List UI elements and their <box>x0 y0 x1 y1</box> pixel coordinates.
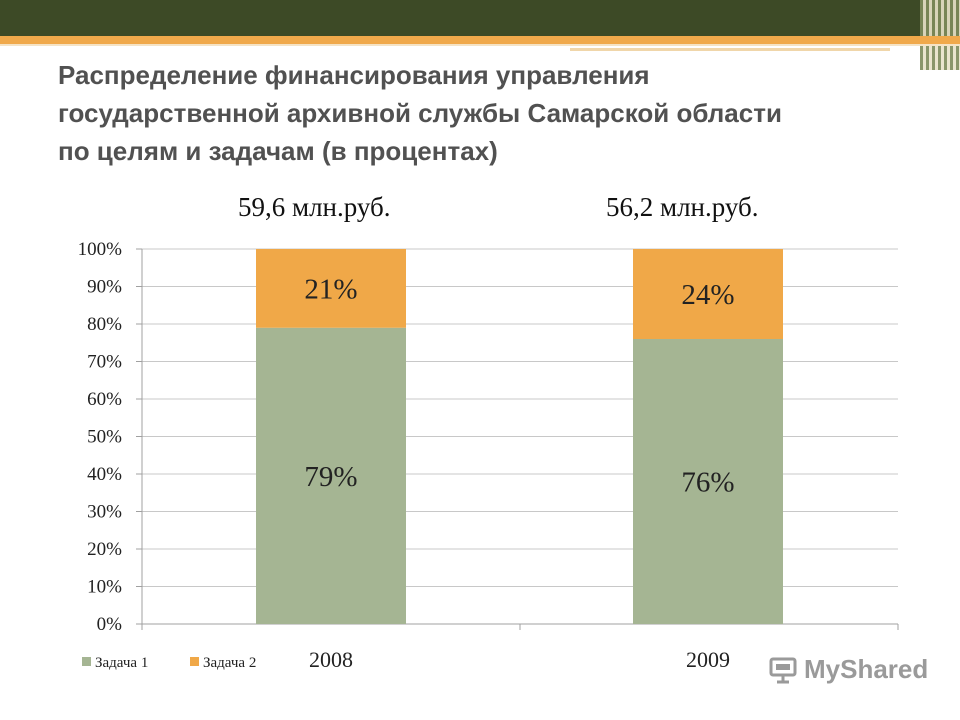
header-stripes <box>920 0 960 70</box>
presentation-icon <box>769 657 797 683</box>
legend-swatch <box>82 657 91 666</box>
data-label: 76% <box>681 467 734 499</box>
y-tick-label: 90% <box>87 277 122 298</box>
data-label: 21% <box>304 273 357 305</box>
legend-label: Задача 2 <box>203 655 256 671</box>
data-label: 79% <box>304 461 357 493</box>
logo-text: MyShared <box>804 654 929 684</box>
y-tick-label: 60% <box>87 389 122 410</box>
x-category-label: 2008 <box>309 647 353 672</box>
accent-line <box>0 44 960 46</box>
y-tick-label: 10% <box>87 577 122 598</box>
y-tick-label: 30% <box>87 502 122 523</box>
bar-segment-2008-2 <box>256 249 406 328</box>
x-category-label: 2009 <box>686 647 730 672</box>
slide-title: Распределение финансирования управления … <box>58 60 782 166</box>
bar-segment-2009-2 <box>633 249 783 339</box>
y-tick-label: 50% <box>87 427 122 448</box>
accent-band <box>0 36 960 44</box>
bar-segment-2008-1 <box>256 327 406 624</box>
y-tick-label: 0% <box>97 614 123 635</box>
accent-line-short <box>570 48 890 51</box>
bar-segment-2009-1 <box>633 339 783 624</box>
y-tick-label: 80% <box>87 314 122 335</box>
legend-label: Задача 1 <box>95 655 148 671</box>
myshared-logo: MyShared <box>768 654 928 685</box>
y-tick-label: 100% <box>78 239 123 260</box>
bars-layer <box>256 249 783 624</box>
y-tick-label: 40% <box>87 464 122 485</box>
y-tick-label: 20% <box>87 539 122 560</box>
legend: Задача 1 Задача 2 <box>82 655 256 671</box>
data-label: 24% <box>681 279 734 311</box>
amount-2008: 59,6 млн.руб. <box>238 192 391 222</box>
header-bar-inner <box>0 0 920 36</box>
labels-layer: 79% 21% 2008 76% 24% 2009 <box>304 273 734 672</box>
legend-swatch <box>190 657 199 666</box>
amount-2009: 56,2 млн.руб. <box>606 192 759 222</box>
y-tick-label: 70% <box>87 352 122 373</box>
